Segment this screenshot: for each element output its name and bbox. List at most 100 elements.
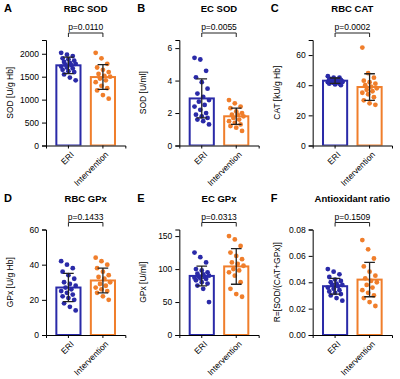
y-axis: 0.000.020.040.060.08	[289, 225, 313, 341]
point	[194, 278, 199, 283]
plot: 050100150ERIInterventionGPx [U/ml]p=0.03…	[138, 212, 259, 378]
error-bar	[231, 249, 242, 285]
point	[372, 95, 377, 100]
tick: 500	[25, 118, 46, 128]
title: Antioxidant ratio	[315, 193, 391, 204]
point	[67, 75, 72, 80]
tick-mark	[309, 85, 313, 86]
tick-label: Intervention	[72, 339, 111, 378]
plot: 0204060ERIInterventionCAT [kU/g Hb]p=0.0…	[272, 22, 393, 188]
point	[204, 260, 209, 265]
axis-line	[42, 230, 47, 336]
bracket	[68, 33, 102, 37]
point	[108, 74, 113, 79]
tick-label: 60	[296, 50, 306, 60]
error-bar	[98, 65, 109, 90]
point	[108, 280, 113, 285]
plot: 0246ERIInterventionSOD [U/ml]p=0.0055	[138, 22, 259, 188]
point	[103, 283, 108, 288]
y-label: CAT [kU/g Hb]	[272, 66, 282, 120]
tick-mark	[42, 230, 46, 231]
axis-line	[313, 336, 392, 339]
tick-mark	[309, 115, 313, 116]
panel-label: E	[137, 192, 144, 204]
tick-mark	[309, 282, 313, 283]
point	[106, 70, 111, 75]
panel: DRBC GPx0204060ERIInterventionGPx [U/g H…	[4, 192, 126, 378]
tick-label: 0.00	[289, 330, 306, 340]
axis-line	[42, 41, 47, 147]
point	[70, 292, 75, 297]
point	[331, 269, 336, 274]
point	[96, 72, 101, 77]
point	[228, 250, 233, 255]
tick: ERI	[59, 146, 76, 167]
tick-mark	[309, 230, 313, 231]
tick-mark	[309, 256, 313, 257]
tick-label: 2	[168, 108, 173, 118]
point	[73, 283, 78, 288]
tick-mark	[102, 335, 103, 338]
point	[59, 289, 64, 294]
plot: 0.000.020.040.060.08ERIInterventionR=[SO…	[272, 212, 393, 378]
tick-mark	[42, 77, 46, 78]
tick: 150	[158, 231, 179, 241]
tick-label: 40	[296, 80, 306, 90]
tick-mark	[175, 81, 179, 82]
tick-mark	[175, 113, 179, 114]
point	[198, 57, 203, 62]
tick: 0.08	[289, 225, 313, 235]
tick-mark	[68, 146, 69, 149]
point	[73, 78, 78, 83]
tick: 20	[296, 111, 312, 121]
point	[63, 285, 68, 290]
tick-label: 0	[301, 141, 306, 151]
tick: 50	[163, 297, 179, 307]
point	[374, 280, 379, 285]
point	[232, 237, 237, 242]
point	[60, 294, 65, 299]
error-bar	[196, 266, 207, 286]
point	[204, 277, 209, 282]
tick-mark	[309, 335, 313, 336]
y-label: SOD [U/ml]	[138, 71, 148, 114]
tick: 0.04	[289, 277, 313, 287]
point	[103, 78, 108, 83]
tick-mark	[42, 123, 46, 124]
tick-mark	[236, 146, 237, 149]
point	[373, 304, 378, 309]
tick-label: ERI	[192, 339, 209, 356]
tick: ERI	[192, 335, 209, 356]
point	[373, 102, 378, 107]
point	[234, 125, 239, 130]
marks	[323, 238, 382, 335]
axis-line	[180, 336, 259, 339]
point	[240, 257, 245, 262]
panel: FAntioxidant ratio0.000.020.040.060.08ER…	[271, 192, 393, 378]
tick-label: 50	[163, 297, 173, 307]
point	[70, 266, 75, 271]
tick-mark	[309, 146, 313, 147]
point	[198, 255, 203, 260]
annotation: p=0.0110	[68, 22, 103, 32]
point	[95, 65, 100, 70]
point	[240, 128, 245, 133]
point	[93, 255, 98, 260]
panel-label: C	[271, 2, 279, 14]
tick-label: Intervention	[72, 149, 111, 188]
bracket	[202, 33, 236, 37]
panel-label: D	[4, 192, 12, 204]
point	[364, 87, 369, 92]
tick: Intervention	[339, 335, 378, 377]
tick-mark	[42, 54, 46, 55]
tick: 1000	[20, 95, 46, 105]
tick: 0	[168, 141, 180, 151]
tick-label: 20	[30, 295, 40, 305]
tick-mark	[175, 302, 179, 303]
y-label: GPx [U/g Hb]	[5, 257, 15, 307]
tick: 0.06	[289, 251, 313, 261]
y-axis: 0500100015002000	[20, 41, 46, 151]
point	[192, 104, 197, 109]
annotation: p=0.1433	[68, 212, 104, 222]
point	[202, 103, 207, 108]
